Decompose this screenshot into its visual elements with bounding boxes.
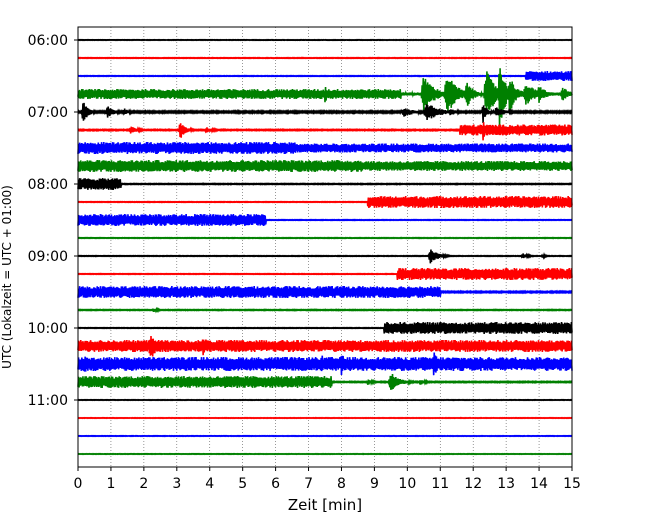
trace	[77, 236, 573, 240]
trace	[77, 122, 573, 141]
trace-line	[77, 38, 573, 42]
seismic-traces	[77, 38, 573, 456]
trace-line	[77, 195, 573, 209]
trace-line	[77, 177, 573, 190]
trace	[77, 213, 573, 227]
trace-line	[77, 352, 573, 376]
trace-line	[77, 336, 573, 357]
y-axis-label: UTC (Lokalzeit = UTC + 01:00)	[0, 185, 14, 369]
trace	[77, 267, 573, 281]
trace-line	[77, 236, 573, 240]
trace-line	[77, 321, 573, 335]
trace	[77, 306, 573, 314]
trace	[77, 38, 573, 42]
trace-line	[77, 416, 573, 420]
trace-line	[77, 159, 573, 173]
trace-line	[77, 285, 573, 299]
x-tick-label: 13	[497, 476, 515, 492]
x-axis-ticks: 0 1 2 3 4 5 6 7 8 9 10 11 12 13 14 15	[74, 467, 581, 492]
x-tick-label: 11	[431, 476, 449, 492]
trace	[77, 374, 573, 390]
trace-line	[77, 434, 573, 438]
trace-line	[77, 249, 573, 264]
x-tick-label: 6	[271, 476, 280, 492]
trace-line	[77, 398, 573, 402]
trace-line	[77, 141, 573, 155]
y-tick-label: 10:00	[28, 321, 68, 337]
trace	[77, 102, 573, 124]
trace	[77, 434, 573, 438]
trace	[77, 159, 573, 173]
plot-frame	[77, 26, 573, 468]
grid-lines	[110, 27, 540, 467]
trace-line	[77, 213, 573, 227]
x-tick-label: 1	[106, 476, 115, 492]
trace	[77, 141, 573, 155]
trace	[77, 285, 573, 299]
y-tick-label: 08:00	[28, 177, 68, 193]
y-tick-label: 07:00	[28, 105, 68, 121]
y-tick-label: 09:00	[28, 249, 68, 265]
x-tick-label: 0	[74, 476, 83, 492]
x-tick-label: 10	[398, 476, 416, 492]
trace-line	[77, 56, 573, 60]
trace-line	[77, 267, 573, 281]
trace	[77, 398, 573, 402]
y-tick-label: 06:00	[28, 33, 68, 49]
y-axis-ticks: 06:00 07:00 08:00 09:00 10:00 11:00	[28, 33, 78, 409]
x-tick-label: 2	[139, 476, 148, 492]
x-tick-label: 4	[205, 476, 214, 492]
trace	[77, 71, 573, 82]
x-tick-label: 3	[172, 476, 181, 492]
trace	[77, 416, 573, 420]
trace-line	[77, 122, 573, 141]
x-tick-label: 7	[304, 476, 313, 492]
trace	[77, 177, 573, 190]
x-tick-label: 15	[563, 476, 581, 492]
trace	[77, 352, 573, 376]
x-tick-label: 14	[530, 476, 548, 492]
x-tick-label: 8	[337, 476, 346, 492]
x-tick-label: 12	[464, 476, 482, 492]
trace-line	[77, 306, 573, 314]
trace-line	[77, 452, 573, 456]
trace-line	[77, 374, 573, 390]
x-tick-label: 9	[370, 476, 379, 492]
trace	[77, 68, 573, 128]
x-tick-label: 5	[238, 476, 247, 492]
x-axis-label: Zeit [min]	[288, 496, 362, 514]
trace	[77, 56, 573, 60]
trace-line	[77, 71, 573, 82]
trace-line	[77, 102, 573, 124]
trace	[77, 195, 573, 209]
trace	[77, 321, 573, 335]
trace	[77, 336, 573, 357]
trace	[77, 452, 573, 456]
y-tick-label: 11:00	[28, 393, 68, 409]
trace-line	[77, 68, 573, 128]
trace	[77, 249, 573, 264]
